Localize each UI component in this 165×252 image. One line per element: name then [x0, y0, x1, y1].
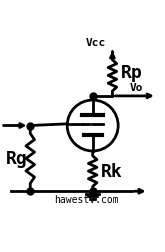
Text: hawestv.com: hawestv.com	[54, 194, 118, 204]
Text: Vo: Vo	[130, 82, 143, 92]
Text: Rk: Rk	[101, 163, 123, 180]
Text: Vcc: Vcc	[86, 38, 106, 48]
Text: Rg: Rg	[6, 150, 28, 168]
Text: Rp: Rp	[121, 64, 142, 82]
